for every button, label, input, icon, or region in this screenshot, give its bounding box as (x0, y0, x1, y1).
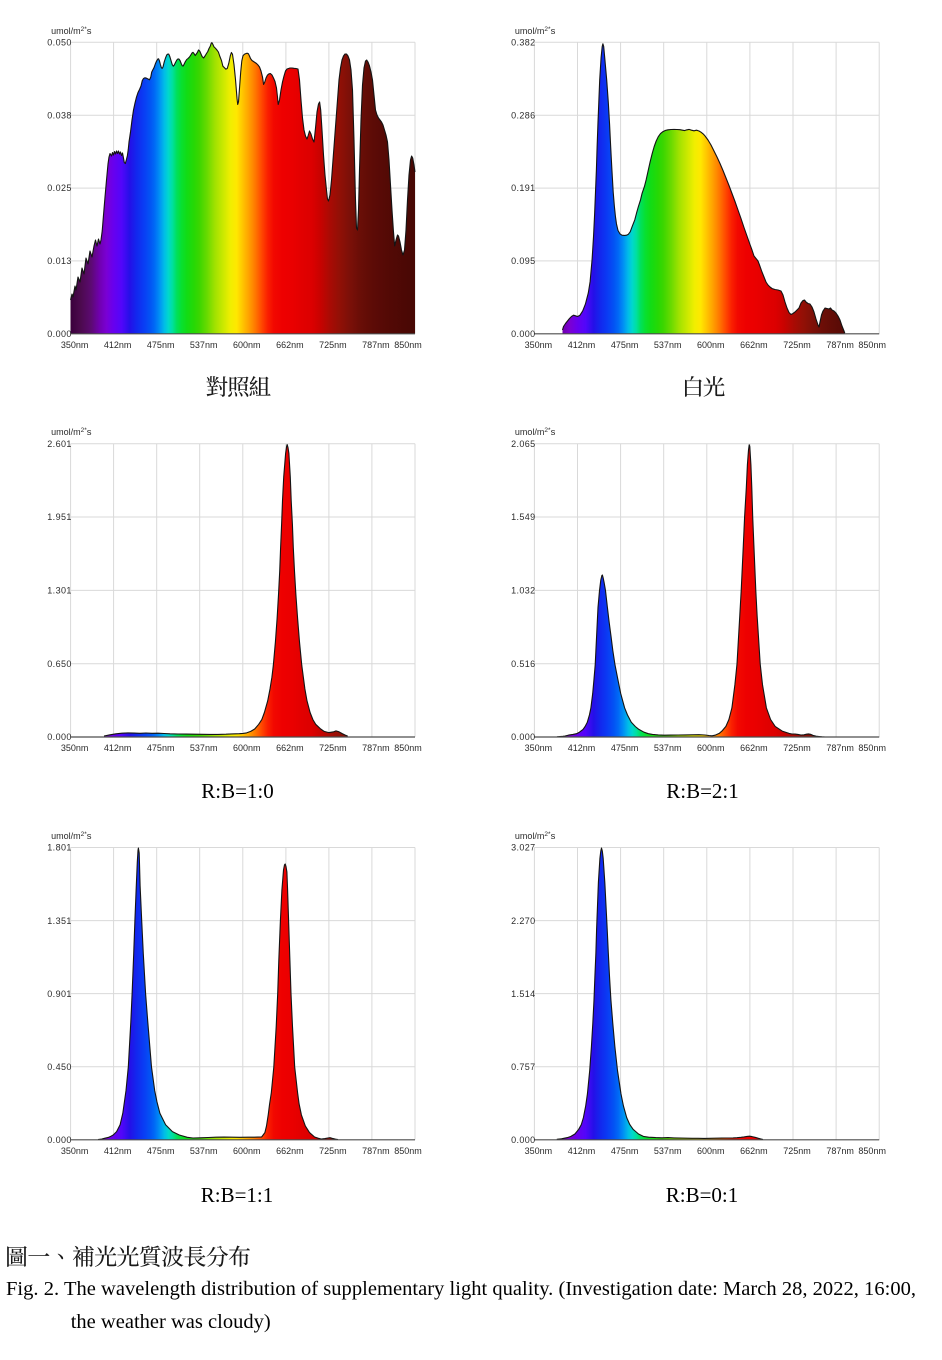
svg-text:600nm: 600nm (233, 1146, 261, 1156)
svg-text:412nm: 412nm (104, 1146, 132, 1156)
svg-text:Fig. 2. The wavelength distrib: Fig. 2. The wavelength distribution of s… (6, 1278, 916, 1300)
svg-text:350nm: 350nm (61, 743, 89, 753)
svg-text:350nm: 350nm (525, 743, 553, 753)
svg-text:0.650: 0.650 (47, 659, 72, 669)
svg-text:0.025: 0.025 (47, 183, 72, 193)
svg-text:umol/m2*s: umol/m2*s (515, 427, 556, 438)
svg-text:662nm: 662nm (276, 340, 304, 350)
svg-text:1.351: 1.351 (47, 916, 72, 926)
svg-text:850nm: 850nm (858, 340, 886, 350)
svg-text:1.951: 1.951 (47, 512, 72, 522)
svg-text:412nm: 412nm (568, 340, 596, 350)
svg-text:0.038: 0.038 (47, 110, 72, 120)
svg-text:725nm: 725nm (319, 743, 347, 753)
svg-text:537nm: 537nm (190, 340, 218, 350)
svg-text:umol/m2*s: umol/m2*s (51, 427, 92, 438)
svg-text:350nm: 350nm (525, 1146, 553, 1156)
svg-text:600nm: 600nm (697, 340, 725, 350)
svg-text:412nm: 412nm (104, 340, 132, 350)
svg-text:537nm: 537nm (654, 743, 682, 753)
svg-text:R:B=2:1: R:B=2:1 (666, 779, 739, 803)
svg-text:umol/m2*s: umol/m2*s (51, 831, 92, 842)
svg-text:0.000: 0.000 (511, 329, 536, 339)
svg-text:600nm: 600nm (233, 340, 261, 350)
svg-text:1.801: 1.801 (47, 843, 72, 853)
svg-text:umol/m2*s: umol/m2*s (515, 26, 556, 37)
svg-text:0.000: 0.000 (47, 329, 72, 339)
svg-text:R:B=1:1: R:B=1:1 (201, 1183, 274, 1207)
svg-text:600nm: 600nm (233, 743, 261, 753)
svg-text:787nm: 787nm (362, 1146, 390, 1156)
svg-text:0.901: 0.901 (47, 989, 72, 999)
svg-text:787nm: 787nm (362, 743, 390, 753)
svg-text:787nm: 787nm (826, 340, 854, 350)
svg-text:2.601: 2.601 (47, 439, 72, 449)
svg-text:350nm: 350nm (525, 340, 553, 350)
svg-text:412nm: 412nm (568, 743, 596, 753)
svg-text:725nm: 725nm (319, 340, 347, 350)
svg-text:850nm: 850nm (858, 743, 886, 753)
svg-text:umol/m2*s: umol/m2*s (515, 831, 556, 842)
svg-text:0.286: 0.286 (511, 110, 536, 120)
svg-text:662nm: 662nm (276, 743, 304, 753)
svg-text:0.516: 0.516 (511, 659, 536, 669)
svg-text:0.000: 0.000 (511, 1135, 536, 1145)
svg-text:350nm: 350nm (61, 340, 89, 350)
svg-text:850nm: 850nm (394, 340, 422, 350)
svg-text:the weather was cloudy): the weather was cloudy) (71, 1311, 271, 1333)
svg-text:0.191: 0.191 (511, 183, 536, 193)
svg-text:1.032: 1.032 (511, 586, 536, 596)
svg-text:3.027: 3.027 (511, 843, 536, 853)
svg-text:0.000: 0.000 (47, 732, 72, 742)
svg-text:412nm: 412nm (104, 743, 132, 753)
svg-text:0.000: 0.000 (47, 1135, 72, 1145)
svg-text:787nm: 787nm (826, 743, 854, 753)
svg-text:R:B=0:1: R:B=0:1 (666, 1183, 739, 1207)
svg-text:2.065: 2.065 (511, 439, 536, 449)
svg-text:2.270: 2.270 (511, 916, 536, 926)
svg-text:475nm: 475nm (611, 743, 639, 753)
svg-text:umol/m2*s: umol/m2*s (51, 26, 92, 37)
svg-text:725nm: 725nm (319, 1146, 347, 1156)
svg-text:662nm: 662nm (740, 1146, 768, 1156)
svg-text:787nm: 787nm (826, 1146, 854, 1156)
svg-text:662nm: 662nm (276, 1146, 304, 1156)
svg-text:475nm: 475nm (147, 1146, 175, 1156)
svg-text:475nm: 475nm (611, 340, 639, 350)
svg-text:850nm: 850nm (858, 1146, 886, 1156)
svg-text:537nm: 537nm (654, 340, 682, 350)
svg-text:0.095: 0.095 (511, 256, 536, 266)
svg-text:725nm: 725nm (783, 340, 811, 350)
svg-text:0.000: 0.000 (511, 732, 536, 742)
svg-text:0.050: 0.050 (47, 38, 72, 48)
svg-text:537nm: 537nm (654, 1146, 682, 1156)
svg-text:1.514: 1.514 (511, 989, 536, 999)
svg-text:662nm: 662nm (740, 340, 768, 350)
svg-text:600nm: 600nm (697, 743, 725, 753)
svg-text:R:B=1:0: R:B=1:0 (201, 779, 274, 803)
svg-text:537nm: 537nm (190, 743, 218, 753)
svg-text:475nm: 475nm (611, 1146, 639, 1156)
svg-text:0.382: 0.382 (511, 38, 536, 48)
svg-text:350nm: 350nm (61, 1146, 89, 1156)
svg-text:0.013: 0.013 (47, 256, 72, 266)
svg-text:1.549: 1.549 (511, 512, 536, 522)
svg-text:600nm: 600nm (697, 1146, 725, 1156)
svg-text:725nm: 725nm (783, 1146, 811, 1156)
svg-text:475nm: 475nm (147, 743, 175, 753)
svg-text:0.757: 0.757 (511, 1062, 536, 1072)
svg-text:787nm: 787nm (362, 340, 390, 350)
svg-text:0.450: 0.450 (47, 1062, 72, 1072)
svg-text:412nm: 412nm (568, 1146, 596, 1156)
svg-text:475nm: 475nm (147, 340, 175, 350)
svg-text:662nm: 662nm (740, 743, 768, 753)
svg-text:850nm: 850nm (394, 1146, 422, 1156)
svg-text:725nm: 725nm (783, 743, 811, 753)
svg-text:1.301: 1.301 (47, 586, 72, 596)
svg-text:850nm: 850nm (394, 743, 422, 753)
svg-text:537nm: 537nm (190, 1146, 218, 1156)
